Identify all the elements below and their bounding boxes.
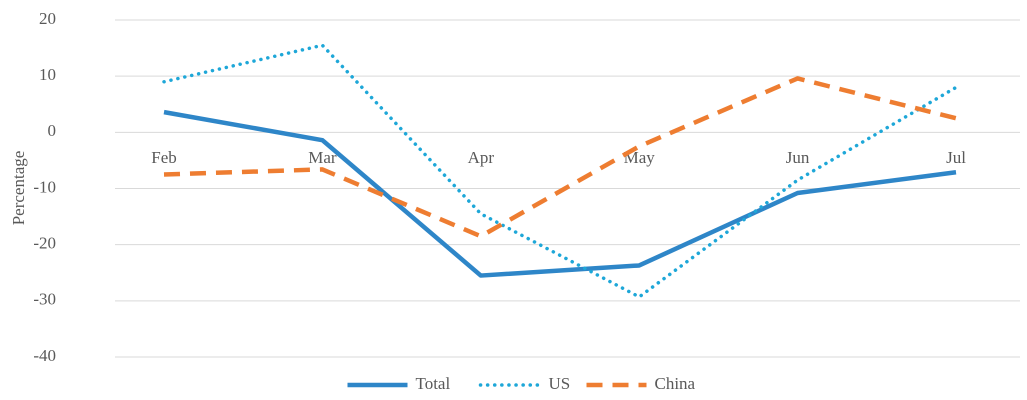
x-tick-label: Jul: [946, 148, 966, 167]
legend-label: China: [655, 374, 696, 393]
series-line: [163, 109, 957, 278]
y-tick-label: -40: [33, 346, 56, 365]
y-tick-label: -30: [33, 290, 56, 309]
y-tick-label: 0: [48, 121, 57, 140]
x-tick-label: Mar: [308, 148, 337, 167]
x-tick-label: Apr: [468, 148, 495, 167]
x-tick-label: Jun: [786, 148, 810, 167]
y-tick-label: -10: [33, 177, 56, 196]
y-axis-title: Percentage: [9, 151, 28, 226]
y-tick-label: 20: [39, 9, 56, 28]
legend-label: Total: [416, 374, 451, 393]
series-line: [162, 43, 958, 299]
series-line: [163, 76, 957, 239]
legend-label: US: [549, 374, 571, 393]
y-tick-label: -20: [33, 234, 56, 253]
y-tick-label: 10: [39, 65, 56, 84]
x-tick-label: Feb: [151, 148, 177, 167]
